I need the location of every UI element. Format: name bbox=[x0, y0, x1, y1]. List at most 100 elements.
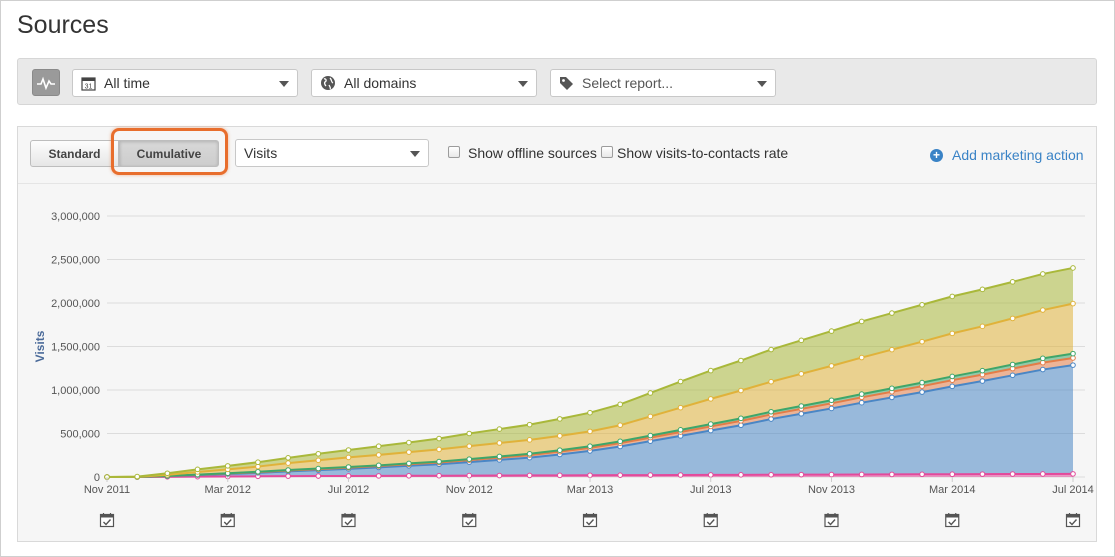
show-offline-sources-label: Show offline sources bbox=[468, 145, 597, 161]
chevron-down-icon bbox=[410, 151, 420, 157]
data-point bbox=[587, 472, 593, 479]
data-point bbox=[134, 473, 140, 480]
data-point bbox=[164, 470, 171, 477]
data-point bbox=[677, 378, 684, 385]
x-tick-label: Mar 2013 bbox=[567, 484, 613, 496]
data-point bbox=[979, 378, 986, 384]
data-point bbox=[617, 438, 623, 445]
metric-select[interactable]: Visits bbox=[235, 139, 429, 167]
data-point bbox=[406, 449, 412, 455]
standard-view-button[interactable]: Standard bbox=[30, 140, 119, 167]
data-point bbox=[436, 472, 442, 479]
data-point bbox=[858, 399, 865, 406]
data-point bbox=[738, 387, 744, 394]
highlight-annotation bbox=[111, 128, 228, 175]
marketing-action-marker-icon[interactable] bbox=[1065, 513, 1081, 528]
data-point bbox=[858, 391, 865, 397]
data-point bbox=[406, 472, 412, 479]
data-point bbox=[919, 338, 925, 345]
data-point bbox=[798, 337, 805, 344]
data-point bbox=[406, 439, 412, 446]
date-range-select[interactable]: 31 All time bbox=[72, 69, 298, 97]
data-point bbox=[677, 427, 684, 433]
domains-select[interactable]: All domains bbox=[311, 69, 537, 97]
data-point bbox=[526, 472, 533, 479]
data-point bbox=[1070, 362, 1076, 368]
cumulative-view-button[interactable]: Cumulative bbox=[119, 140, 219, 167]
data-point bbox=[526, 450, 533, 457]
data-point bbox=[557, 472, 563, 479]
data-point bbox=[285, 455, 291, 461]
data-point bbox=[315, 450, 322, 457]
sources-chart: 0 500,000 1,000,000 1,500,000 2,000,000 2,500… bbox=[33, 211, 1094, 528]
activity-toggle-button[interactable] bbox=[32, 69, 60, 96]
data-point bbox=[557, 433, 563, 439]
data-point bbox=[828, 363, 835, 369]
data-point bbox=[315, 465, 322, 472]
domains-value: All domains bbox=[344, 75, 417, 91]
data-point bbox=[285, 467, 291, 473]
data-point bbox=[889, 346, 895, 353]
data-point bbox=[919, 379, 925, 386]
data-point bbox=[375, 443, 382, 450]
data-point bbox=[707, 472, 714, 478]
y-tick-label: 1,500,000 bbox=[51, 342, 100, 354]
show-visits-to-contacts-rate-checkbox[interactable] bbox=[601, 146, 613, 158]
data-point bbox=[557, 416, 563, 422]
add-marketing-action-link[interactable]: + Add marketing action bbox=[930, 147, 1084, 163]
data-point bbox=[768, 416, 774, 422]
data-point bbox=[768, 408, 774, 415]
marketing-action-marker-icon[interactable] bbox=[582, 513, 598, 528]
y-axis-label: Visits bbox=[33, 330, 47, 362]
data-point bbox=[828, 328, 835, 334]
data-point bbox=[496, 453, 503, 460]
data-point bbox=[587, 443, 593, 450]
report-select[interactable]: Select report... bbox=[550, 69, 776, 97]
marketing-action-marker-icon[interactable] bbox=[703, 513, 718, 528]
data-point bbox=[858, 471, 865, 478]
data-point bbox=[949, 383, 956, 390]
data-point bbox=[1009, 471, 1016, 477]
marketing-action-marker-icon[interactable] bbox=[99, 513, 115, 528]
series-area bbox=[107, 365, 1073, 477]
data-point bbox=[919, 389, 925, 395]
data-point bbox=[858, 354, 865, 361]
data-point bbox=[979, 471, 986, 477]
data-point bbox=[1070, 350, 1076, 357]
data-point bbox=[949, 330, 956, 337]
data-point bbox=[315, 457, 322, 464]
data-point bbox=[949, 373, 956, 380]
data-point bbox=[557, 447, 563, 454]
data-point bbox=[436, 446, 442, 453]
y-tick-label: 500,000 bbox=[60, 429, 100, 441]
data-point bbox=[889, 394, 895, 401]
data-point bbox=[707, 396, 714, 402]
data-point bbox=[828, 471, 835, 478]
data-point bbox=[798, 403, 805, 409]
data-point bbox=[1009, 361, 1016, 368]
data-point bbox=[526, 421, 533, 428]
marketing-action-marker-icon[interactable] bbox=[945, 513, 960, 528]
marketing-action-marker-icon[interactable] bbox=[824, 513, 839, 528]
marketing-action-marker-icon[interactable] bbox=[341, 513, 356, 528]
data-point bbox=[738, 415, 744, 422]
data-point bbox=[707, 421, 714, 427]
data-point bbox=[647, 390, 654, 396]
show-visits-to-contacts-rate-label: Show visits-to-contacts rate bbox=[617, 145, 789, 161]
x-tick-label: Nov 2013 bbox=[808, 484, 855, 496]
marketing-action-marker-icon[interactable] bbox=[220, 513, 235, 528]
data-point bbox=[677, 404, 684, 411]
date-range-value: All time bbox=[104, 75, 150, 91]
y-tick-label: 3,000,000 bbox=[51, 211, 100, 223]
data-point bbox=[375, 452, 382, 458]
marketing-action-marker-icon[interactable] bbox=[462, 513, 477, 528]
chart-panel: Standard Cumulative Visits Show offline … bbox=[17, 126, 1097, 542]
y-tick-label: 2,000,000 bbox=[51, 298, 100, 310]
calendar-icon: 31 bbox=[81, 76, 96, 91]
data-point bbox=[496, 472, 503, 479]
data-point bbox=[466, 430, 473, 437]
x-tick-label: Mar 2014 bbox=[929, 484, 975, 496]
data-point bbox=[436, 435, 442, 442]
filter-bar: 31 All time All domains bbox=[17, 58, 1097, 105]
show-offline-sources-checkbox[interactable] bbox=[448, 146, 460, 158]
